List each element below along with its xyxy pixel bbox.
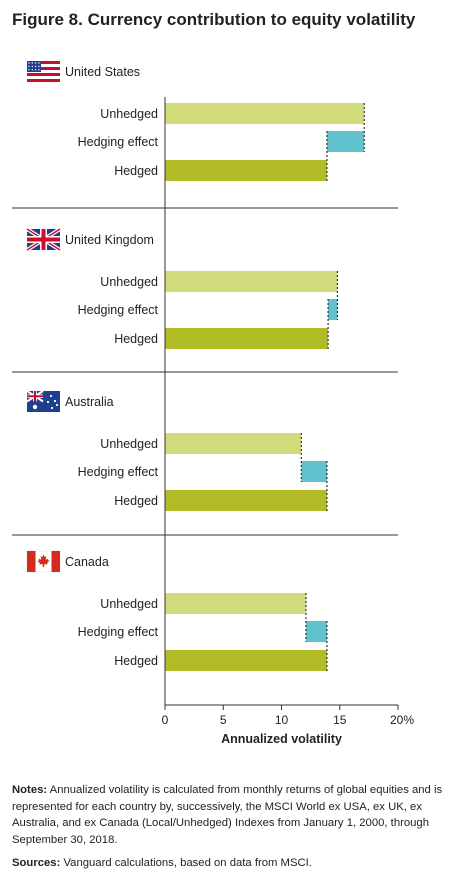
uk-flag-icon [25,227,62,252]
flag-star [34,69,37,71]
country-group-australia: Australia Unhedged Hedging effect Hedged [26,390,328,511]
flag-maple-leaf [37,554,50,567]
flag-star [28,69,30,71]
us-flag-icon [27,61,60,82]
flag-star [38,69,40,71]
flag-star [31,65,33,68]
x-tick-label: 5 [220,713,227,727]
flag-star [38,65,40,68]
country-name: Australia [65,395,114,409]
bar-hedging-effect [326,131,365,152]
flag-band [27,551,36,572]
bar-label-hedging-effect: Hedging effect [78,465,159,479]
flag-canton [27,61,41,72]
flag-star [38,62,40,64]
bar-label-unhedged: Unhedged [100,597,158,611]
flag-star [31,69,33,71]
bar-hedged [165,490,327,511]
bar-unhedged [165,593,306,614]
sources-text: Vanguard calculations, based on data fro… [60,857,312,869]
volatility-bar-chart: United States Unhedged Hedging effect Hedge… [12,61,414,746]
flag-stripe [27,76,60,79]
bar-hedged [165,650,327,671]
x-tick-label: 20% [390,713,414,727]
notes-block: Notes: Annualized volatility is calculat… [12,782,452,872]
flag-stripe [27,70,60,73]
flag-star [34,62,37,64]
flag-star [28,62,30,64]
country-name: United Kingdom [65,233,154,247]
x-axis-title: Annualized volatility [221,732,342,746]
bar-label-hedging-effect: Hedging effect [78,625,159,639]
sources-paragraph: Sources: Vanguard calculations, based on… [12,855,452,872]
x-tick-label: 15 [333,713,347,727]
country-group-united-states: United States Unhedged Hedging effect Hedge… [27,61,365,181]
bar-label-hedging-effect: Hedging effect [78,135,159,149]
flag-stripe [27,79,60,82]
flag-band [51,551,60,572]
flag-cross-red [27,237,60,242]
country-name: Canada [65,555,109,569]
flag-cross-red [27,395,43,398]
bar-unhedged [165,271,338,292]
flag-star [46,400,50,404]
x-tick-label: 10 [275,713,289,727]
notes-text: Annualized volatility is calculated from… [12,784,443,846]
australia-flag-icon [26,390,60,412]
country-group-canada: Canada Unhedged Hedging effect Hedged [26,550,328,671]
bar-hedging-effect [305,621,327,642]
country-group-united-kingdom: United Kingdom Unhedged Hedging effect Hedg… [25,227,339,349]
bar-label-unhedged: Unhedged [100,437,158,451]
flag-star [49,394,53,398]
flag-star [32,404,38,410]
bar-hedged [165,328,329,349]
bar-label-hedging-effect: Hedging effect [78,303,159,317]
canada-flag-icon [26,550,61,573]
figure-title: Figure 8. Currency contribution to equit… [12,10,416,29]
bar-unhedged [165,433,302,454]
bar-hedging-effect [328,299,338,320]
flag-stripe [27,67,60,70]
sources-label: Sources: [12,857,61,869]
flag-star [55,403,59,407]
x-tick-label: 0 [162,713,169,727]
bar-label-unhedged: Unhedged [100,107,158,121]
bar-label-unhedged: Unhedged [100,275,158,289]
country-name: United States [65,65,140,79]
bar-label-hedged: Hedged [114,164,158,178]
bar-label-hedged: Hedged [114,654,158,668]
flag-star [50,406,54,410]
notes-label: Notes: [12,784,48,796]
bar-label-hedged: Hedged [114,494,158,508]
bar-unhedged [165,103,365,124]
flag-star [34,65,37,68]
bar-hedging-effect [301,461,327,482]
flag-stripe [27,73,60,76]
flag-star [28,65,30,68]
flag-stripe [27,61,60,64]
notes-paragraph: Notes: Annualized volatility is calculat… [12,782,452,848]
bar-hedged [165,160,327,181]
flag-stripe [27,64,60,67]
flag-star [53,399,57,403]
bar-label-hedged: Hedged [114,332,158,346]
flag-star [31,62,33,64]
